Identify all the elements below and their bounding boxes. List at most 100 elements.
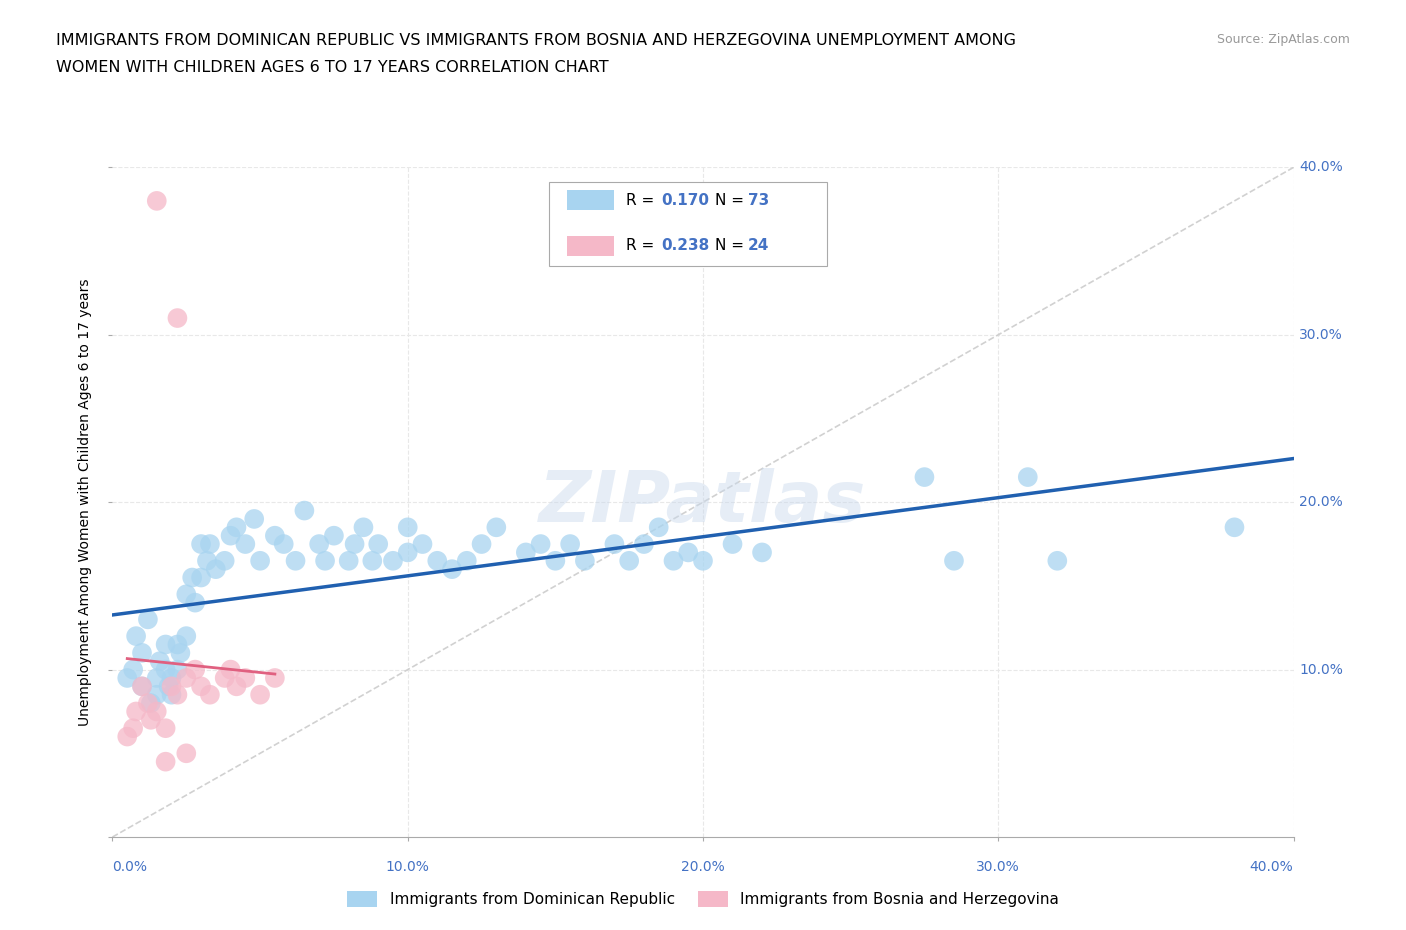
- Text: R =: R =: [626, 238, 659, 253]
- Point: [146, 671, 169, 685]
- Point: [1017, 470, 1039, 485]
- Point: [544, 553, 567, 568]
- Text: IMMIGRANTS FROM DOMINICAN REPUBLIC VS IMMIGRANTS FROM BOSNIA AND HERZEGOVINA UNE: IMMIGRANTS FROM DOMINICAN REPUBLIC VS IM…: [56, 33, 1017, 47]
- Point: [692, 553, 714, 568]
- Legend: Immigrants from Dominican Republic, Immigrants from Bosnia and Herzegovina: Immigrants from Dominican Republic, Immi…: [340, 884, 1066, 913]
- Point: [426, 553, 449, 568]
- Point: [323, 528, 346, 543]
- Point: [157, 679, 180, 694]
- Text: 20.0%: 20.0%: [1299, 495, 1343, 510]
- FancyBboxPatch shape: [550, 182, 827, 266]
- Point: [678, 545, 700, 560]
- Point: [184, 595, 207, 610]
- Point: [396, 545, 419, 560]
- Point: [155, 754, 177, 769]
- Point: [1223, 520, 1246, 535]
- Text: 10.0%: 10.0%: [385, 860, 430, 874]
- Point: [160, 687, 183, 702]
- Point: [160, 671, 183, 685]
- Text: 20.0%: 20.0%: [681, 860, 725, 874]
- Point: [139, 696, 162, 711]
- Point: [174, 587, 197, 602]
- Point: [166, 687, 188, 702]
- Point: [619, 553, 641, 568]
- Text: 0.170: 0.170: [662, 193, 710, 207]
- Point: [174, 629, 197, 644]
- Bar: [567, 235, 614, 256]
- Point: [1046, 553, 1069, 568]
- Point: [343, 537, 366, 551]
- Point: [190, 570, 212, 585]
- Point: [361, 553, 384, 568]
- Point: [249, 687, 271, 702]
- Text: Source: ZipAtlas.com: Source: ZipAtlas.com: [1216, 33, 1350, 46]
- Point: [166, 662, 188, 677]
- Point: [942, 553, 965, 568]
- Point: [314, 553, 336, 568]
- Point: [155, 721, 177, 736]
- Point: [485, 520, 508, 535]
- Point: [195, 553, 218, 568]
- Text: 0.0%: 0.0%: [112, 860, 148, 874]
- Point: [146, 704, 169, 719]
- Y-axis label: Unemployment Among Women with Children Ages 6 to 17 years: Unemployment Among Women with Children A…: [79, 278, 93, 726]
- Point: [166, 311, 188, 325]
- Text: 30.0%: 30.0%: [1299, 327, 1343, 342]
- Point: [117, 729, 138, 744]
- Point: [337, 553, 360, 568]
- Point: [198, 537, 221, 551]
- Point: [352, 520, 374, 535]
- Text: N =: N =: [714, 238, 748, 253]
- Point: [721, 537, 744, 551]
- Text: 40.0%: 40.0%: [1250, 860, 1294, 874]
- Text: 24: 24: [748, 238, 769, 253]
- Bar: [567, 190, 614, 210]
- Point: [155, 662, 177, 677]
- Point: [190, 537, 212, 551]
- Point: [367, 537, 389, 551]
- Point: [146, 687, 169, 702]
- Point: [574, 553, 596, 568]
- Point: [470, 537, 494, 551]
- Point: [382, 553, 405, 568]
- Point: [751, 545, 773, 560]
- Point: [441, 562, 464, 577]
- Point: [117, 671, 138, 685]
- Point: [169, 645, 191, 660]
- Point: [219, 528, 242, 543]
- Text: ZIPatlas: ZIPatlas: [540, 468, 866, 537]
- Point: [456, 553, 478, 568]
- Point: [136, 696, 159, 711]
- Text: N =: N =: [714, 193, 748, 207]
- Text: 10.0%: 10.0%: [1299, 662, 1343, 677]
- Text: 40.0%: 40.0%: [1299, 160, 1343, 175]
- Point: [558, 537, 582, 551]
- Point: [225, 520, 247, 535]
- Point: [149, 654, 172, 669]
- Text: WOMEN WITH CHILDREN AGES 6 TO 17 YEARS CORRELATION CHART: WOMEN WITH CHILDREN AGES 6 TO 17 YEARS C…: [56, 60, 609, 75]
- Text: 73: 73: [748, 193, 769, 207]
- Point: [205, 562, 228, 577]
- Point: [411, 537, 433, 551]
- Point: [662, 553, 685, 568]
- Text: R =: R =: [626, 193, 659, 207]
- Point: [136, 612, 159, 627]
- Point: [174, 671, 197, 685]
- Point: [155, 637, 177, 652]
- Point: [233, 537, 256, 551]
- Point: [190, 679, 212, 694]
- Point: [181, 570, 204, 585]
- Point: [125, 629, 148, 644]
- Point: [131, 679, 153, 694]
- Point: [146, 193, 169, 208]
- Point: [214, 671, 236, 685]
- Point: [166, 637, 188, 652]
- Point: [233, 671, 256, 685]
- Point: [264, 671, 287, 685]
- Point: [243, 512, 266, 526]
- Point: [160, 679, 183, 694]
- Point: [249, 553, 271, 568]
- Point: [396, 520, 419, 535]
- Point: [603, 537, 626, 551]
- Point: [225, 679, 247, 694]
